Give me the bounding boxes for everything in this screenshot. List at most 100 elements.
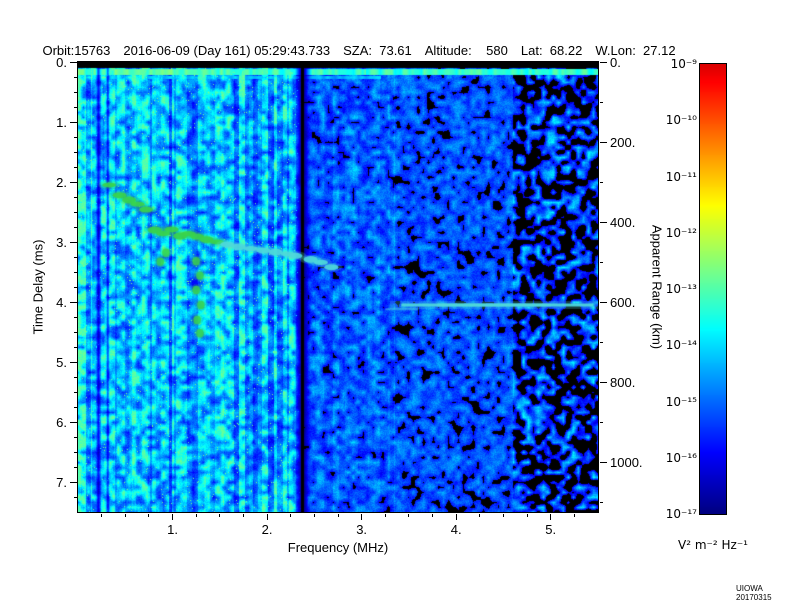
range-minor-tick xyxy=(600,182,603,183)
range-minor-tick xyxy=(600,422,603,423)
y-tick-label: 2. xyxy=(56,175,67,190)
range-major-tick xyxy=(600,382,607,383)
y-major-tick xyxy=(70,182,77,183)
x-minor-tick xyxy=(242,514,244,517)
y-minor-tick xyxy=(74,257,77,258)
x-tick-label: 1. xyxy=(167,522,178,537)
y-minor-tick xyxy=(74,212,77,213)
x-major-tick xyxy=(455,514,457,520)
x-major-tick xyxy=(266,514,268,520)
latitude-label: Lat: 68.22 xyxy=(520,43,583,58)
x-minor-tick xyxy=(337,514,339,517)
range-tick-label: 400. xyxy=(610,215,636,230)
y-minor-tick xyxy=(74,227,77,228)
x-major-tick xyxy=(550,514,552,520)
credit-text: UIOWA 20170315 xyxy=(736,584,772,600)
y-tick-label: 5. xyxy=(56,355,67,370)
colorbar-tick-label: 10⁻¹¹ xyxy=(665,169,697,184)
x-major-tick xyxy=(172,514,174,520)
y-minor-tick xyxy=(74,467,77,468)
x-minor-tick xyxy=(313,514,315,517)
range-tick-label: 600. xyxy=(610,295,636,310)
colorbar-tick-label: 10⁻¹⁶ xyxy=(665,450,697,465)
y-major-tick xyxy=(70,62,77,63)
y-minor-tick xyxy=(74,347,77,348)
y-minor-tick xyxy=(74,107,77,108)
colorbar-tick-label: 10⁻¹⁵ xyxy=(665,394,697,409)
y-major-tick xyxy=(70,242,77,243)
range-tick-label: 200. xyxy=(610,135,636,150)
orbit-label: Orbit:15763 xyxy=(42,43,111,58)
range-major-tick xyxy=(600,462,607,463)
y-tick-label: 1. xyxy=(56,115,67,130)
x-axis-label: Frequency (MHz) xyxy=(287,540,389,555)
x-tick-label: 5. xyxy=(545,522,557,537)
colorbar-canvas xyxy=(700,64,726,514)
y-minor-tick xyxy=(74,197,77,198)
y-tick-label: 0. xyxy=(56,55,67,70)
plot-frame xyxy=(77,61,599,513)
x-minor-tick xyxy=(219,514,221,517)
header-info: Orbit:15763 2016-06-09 (Day 161) 05:29:43… xyxy=(28,28,689,73)
y-minor-tick xyxy=(74,392,77,393)
x-tick-label: 4. xyxy=(450,522,462,537)
range-major-tick xyxy=(600,62,607,63)
x-minor-tick xyxy=(526,514,528,517)
colorbar-tick-label: 10⁻¹³ xyxy=(665,282,697,296)
longitude-label: W.Lon: 27.12 xyxy=(595,43,676,58)
y-minor-tick xyxy=(74,332,77,333)
range-tick-label: 800. xyxy=(610,375,636,390)
sza-label: SZA: 73.61 xyxy=(343,43,412,58)
range-minor-tick xyxy=(600,342,603,343)
y-tick-label: 3. xyxy=(56,235,67,250)
y-minor-tick xyxy=(74,317,77,318)
y-major-tick xyxy=(70,362,77,363)
y-major-tick xyxy=(70,422,77,423)
range-tick-label: 1000. xyxy=(610,455,643,470)
range-minor-tick xyxy=(600,502,603,503)
x-minor-tick xyxy=(573,514,575,517)
range-major-tick xyxy=(600,222,607,223)
y-tick-label: 6. xyxy=(56,415,67,430)
x-tick-label: 2. xyxy=(261,522,273,537)
x-minor-tick xyxy=(479,514,481,517)
x-minor-tick xyxy=(195,514,197,517)
y-minor-tick xyxy=(74,407,77,408)
colorbar xyxy=(699,63,727,515)
colorbar-tick-label: 10⁻⁹ xyxy=(670,57,697,71)
x-tick-label: 3. xyxy=(356,522,368,537)
y-minor-tick xyxy=(74,152,77,153)
y-minor-tick xyxy=(74,437,77,438)
colorbar-unit-label: V² m⁻² Hz⁻¹ xyxy=(678,538,748,552)
x-minor-tick xyxy=(124,514,126,517)
colorbar-tick-label: 10⁻¹⁷ xyxy=(665,507,697,521)
y-minor-tick xyxy=(74,137,77,138)
y-major-tick xyxy=(70,482,77,483)
spectrogram-canvas xyxy=(78,62,598,512)
y-minor-tick xyxy=(74,452,77,453)
y-minor-tick xyxy=(74,272,77,273)
range-major-tick xyxy=(600,142,607,143)
y-minor-tick xyxy=(74,167,77,168)
x-minor-tick xyxy=(148,514,150,517)
x-minor-tick xyxy=(502,514,504,517)
range-minor-tick xyxy=(600,262,603,263)
y-major-tick xyxy=(70,122,77,123)
x-minor-tick xyxy=(290,514,292,517)
x-minor-tick xyxy=(432,514,434,517)
y-minor-tick xyxy=(74,77,77,78)
x-minor-tick xyxy=(384,514,386,517)
y-minor-tick xyxy=(74,92,77,93)
datetime-label: 2016-06-09 (Day 161) 05:29:43.733 xyxy=(123,43,331,58)
y-minor-tick xyxy=(74,377,77,378)
x-minor-tick xyxy=(101,514,103,517)
altitude-label: Altitude: 580 xyxy=(424,43,508,58)
y-tick-label: 4. xyxy=(56,295,67,310)
range-minor-tick xyxy=(600,102,603,103)
colorbar-tick-label: 10⁻¹² xyxy=(665,225,697,240)
colorbar-tick-label: 10⁻¹⁰ xyxy=(665,113,697,128)
x-minor-tick xyxy=(408,514,410,517)
y-minor-tick xyxy=(74,287,77,288)
